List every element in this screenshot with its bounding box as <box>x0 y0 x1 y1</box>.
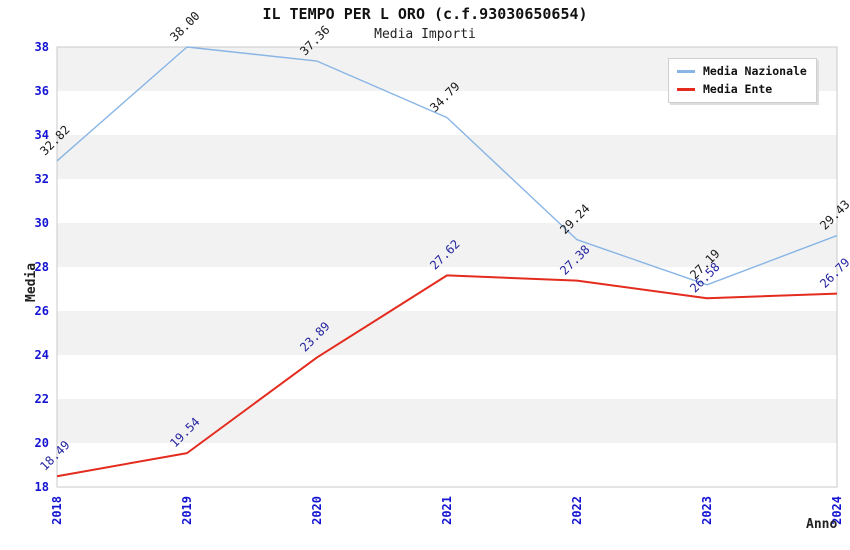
grid-band <box>57 179 837 223</box>
x-tick-label: 2021 <box>440 496 454 525</box>
grid-band <box>57 355 837 399</box>
series-line-1 <box>56 274 838 478</box>
chart-title: IL TEMPO PER L ORO (c.f.93030650654) <box>262 5 588 23</box>
grid-band <box>57 267 837 311</box>
legend-item-media-nazionale: Media Nazionale <box>677 65 807 78</box>
legend-label: Media Ente <box>703 82 773 96</box>
chart-subtitle: Media Importi <box>374 27 476 42</box>
x-axis-title: Anno <box>806 517 838 532</box>
y-tick-label: 22 <box>35 392 49 406</box>
x-tick-label: 2023 <box>700 496 714 525</box>
grid-band <box>57 223 837 267</box>
y-tick-label: 18 <box>35 480 49 494</box>
y-tick-label: 24 <box>35 348 49 362</box>
y-tick-label: 34 <box>35 128 49 142</box>
y-axis-title: Media <box>24 262 39 302</box>
plot-border <box>56 46 838 488</box>
x-tick-label: 2018 <box>50 496 64 525</box>
line-swatch-icon <box>677 88 695 91</box>
x-tick-label: 2022 <box>570 496 584 525</box>
line-swatch-icon <box>677 70 695 73</box>
y-tick-label: 20 <box>35 436 49 450</box>
legend: Media Nazionale Media Ente <box>668 58 817 103</box>
legend-item-media-ente: Media Ente <box>677 83 807 96</box>
value-label-series-0: 38.00 <box>167 9 202 44</box>
grid-band <box>57 311 837 355</box>
series-line-0 <box>56 46 838 286</box>
x-tick-label: 2020 <box>310 496 324 525</box>
y-tick-label: 38 <box>35 40 49 54</box>
y-tick-label: 36 <box>35 84 49 98</box>
grid-band <box>57 135 837 179</box>
grid-band <box>57 399 837 443</box>
y-tick-label: 32 <box>35 172 49 186</box>
y-tick-label: 26 <box>35 304 49 318</box>
x-tick-label: 2024 <box>830 496 844 525</box>
x-tick-label: 2019 <box>180 496 194 525</box>
legend-label: Media Nazionale <box>703 64 807 78</box>
y-tick-label: 28 <box>35 260 49 274</box>
grid-band <box>57 443 837 487</box>
y-tick-label: 30 <box>35 216 49 230</box>
